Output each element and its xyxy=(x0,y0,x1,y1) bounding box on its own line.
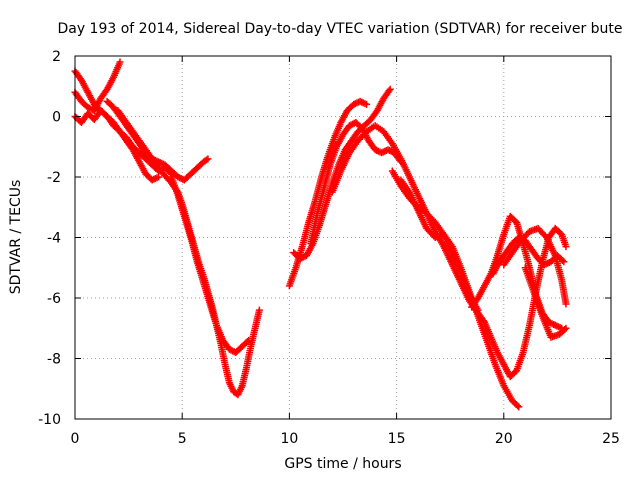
x-tick-label: 15 xyxy=(388,431,406,447)
series-arc-c4 xyxy=(500,224,570,308)
series-arc-c3 xyxy=(489,234,568,278)
data-point xyxy=(514,402,522,410)
data-point xyxy=(562,324,570,332)
x-tick-label: 10 xyxy=(280,431,298,447)
data-point xyxy=(155,173,163,181)
x-tick-label: 25 xyxy=(602,431,620,447)
x-axis: 0 5 10 15 20 25 xyxy=(71,56,620,447)
x-tick-label: 0 xyxy=(71,431,80,447)
data-point xyxy=(202,156,210,164)
data-point xyxy=(243,338,251,346)
y-tick-label: 2 xyxy=(52,49,61,65)
x-tick-label: 20 xyxy=(495,431,513,447)
y-axis: -10 -8 -6 -4 -2 0 2 xyxy=(38,49,611,428)
data-points xyxy=(71,58,570,411)
y-tick-label: -10 xyxy=(38,412,61,428)
y-tick-label: -6 xyxy=(47,291,61,307)
data-point xyxy=(559,256,567,264)
data-point xyxy=(151,175,159,183)
data-point xyxy=(204,155,212,163)
data-point xyxy=(255,306,263,314)
x-tick-label: 5 xyxy=(178,431,187,447)
grid xyxy=(75,56,611,419)
data-point xyxy=(561,325,569,333)
series-arc-a6 xyxy=(167,173,253,356)
chart-title: Day 193 of 2014, Sidereal Day-to-day VTE… xyxy=(57,21,622,37)
x-axis-label: GPS time / hours xyxy=(284,456,401,472)
data-point xyxy=(116,58,124,66)
data-point xyxy=(386,85,394,93)
series-arc-b1 xyxy=(285,97,371,290)
data-point xyxy=(245,336,253,344)
y-tick-label: -2 xyxy=(47,170,61,186)
data-point xyxy=(515,403,523,411)
series-arc-b6 xyxy=(397,176,523,411)
data-point xyxy=(385,87,393,95)
series-arc-b3 xyxy=(307,119,405,248)
y-axis-label: SDTVAR / TECUs xyxy=(8,180,24,295)
series-arc-b4 xyxy=(328,122,482,317)
y-tick-label: -4 xyxy=(47,231,61,247)
y-tick-label: -8 xyxy=(47,352,61,368)
series-arc-b2 xyxy=(290,85,394,263)
y-tick-label: 0 xyxy=(52,110,61,126)
data-point xyxy=(562,243,570,251)
data-point xyxy=(560,258,568,266)
series-arc-c5 xyxy=(521,264,570,341)
data-point xyxy=(359,99,367,107)
data-point xyxy=(363,100,371,108)
data-point xyxy=(381,147,389,155)
series-arc-c2 xyxy=(474,224,570,381)
series-arc-c1 xyxy=(468,212,566,332)
data-point xyxy=(562,300,570,308)
